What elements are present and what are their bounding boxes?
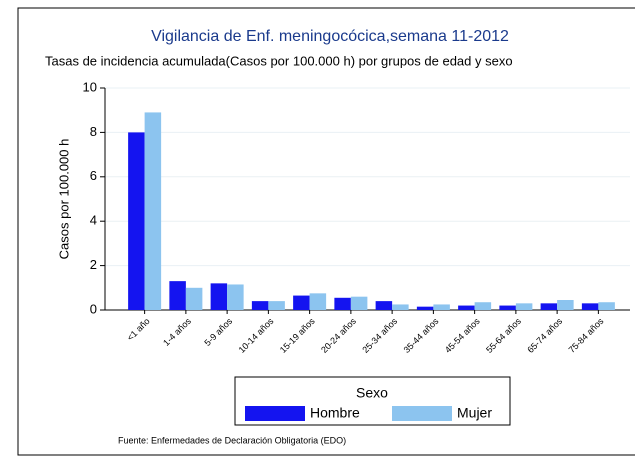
bar [227,284,244,310]
legend-title: Sexo [356,385,388,401]
legend-label: Hombre [310,405,360,421]
bar [458,305,475,310]
bar [474,302,492,310]
bar [557,300,574,310]
bar [392,304,409,310]
bar [540,303,558,310]
bar [128,132,145,310]
y-tick-label: 8 [90,124,97,139]
bar [185,287,203,310]
bar [350,296,368,310]
legend-label: Mujer [457,405,492,421]
y-axis-label: Casos por 100.000 h [56,139,71,260]
bar [375,301,393,310]
legend-swatch [245,406,305,421]
y-tick-label: 0 [90,301,97,316]
bar [334,297,351,310]
bar [598,302,615,310]
y-tick-label: 6 [90,168,97,183]
legend-swatch [392,406,452,421]
bar [144,112,162,310]
bar [293,295,310,310]
y-tick-label: 10 [83,79,97,94]
bar [268,301,285,310]
bar [416,306,434,310]
y-tick-label: 4 [90,213,97,228]
bar [515,303,533,310]
bar [169,281,186,310]
bar [210,283,228,310]
bar [251,301,269,310]
bar [499,305,516,310]
bar [309,293,327,310]
bar [581,303,599,310]
source-note: Fuente: Enfermedades de Declaración Obli… [118,435,346,445]
chart-title: Vigilancia de Enf. meningocócica,semana … [151,28,509,45]
chart-subtitle: Tasas de incidencia acumulada(Casos por … [45,53,513,68]
bar [433,304,450,310]
y-tick-label: 2 [90,257,97,272]
